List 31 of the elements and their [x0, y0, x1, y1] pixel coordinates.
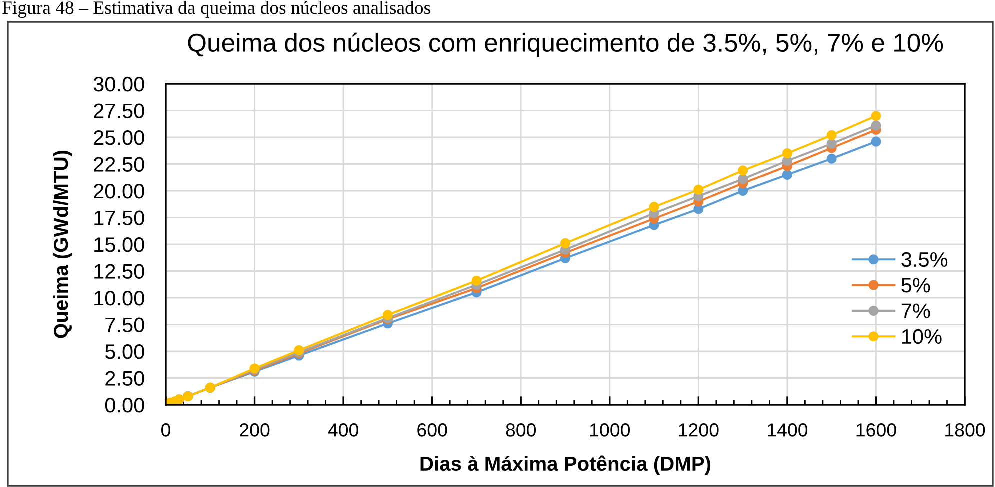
- x-tick-label: 1600: [856, 424, 896, 437]
- legend-label: 10%: [902, 329, 942, 344]
- x-tick-label: 800: [506, 424, 536, 437]
- y-tick-label: 10.00: [94, 291, 144, 306]
- y-tick-label: 0.00: [105, 398, 144, 413]
- legend-label: 5%: [902, 278, 930, 293]
- y-tick-label: 12.50: [94, 264, 144, 280]
- y-tick-label: 25.00: [94, 130, 144, 146]
- x-axis-title: Dias à Máxima Potência (DMP): [420, 456, 711, 476]
- y-tick-label: 2.50: [106, 371, 144, 386]
- y-tick-label: 7.50: [106, 318, 144, 333]
- x-tick-label: 600: [418, 424, 448, 437]
- y-tick-label: 17.50: [94, 210, 144, 226]
- x-tick-label: 0: [162, 424, 170, 437]
- x-tick-label: 400: [328, 424, 358, 437]
- y-axis-title: Queima (GWd/MTU): [53, 150, 72, 338]
- y-tick-label: 27.50: [94, 104, 144, 119]
- y-tick-label: 15.00: [94, 238, 144, 252]
- chart-title: Queima dos núcleos com enriquecimento de 3.5%, 5%, 7% e 10%: [188, 32, 944, 58]
- legend-label: 3.5%: [902, 252, 948, 268]
- text: Figura 48 – Estimativa da queima dos núcleos analisados: [2, 1, 430, 18]
- legend-label: 7%: [902, 304, 930, 318]
- y-tick-label: 30.00: [94, 77, 144, 92]
- x-tick-label: 1400: [768, 424, 808, 437]
- y-tick-label: 5.00: [105, 344, 144, 360]
- y-tick-label: 20.00: [94, 184, 144, 199]
- x-tick-label: 1000: [590, 424, 630, 437]
- x-tick-label: 200: [240, 424, 270, 437]
- x-tick-label: 1200: [679, 424, 719, 437]
- x-tick-label: 1800: [946, 424, 986, 437]
- y-tick-label: 22.50: [94, 157, 144, 172]
